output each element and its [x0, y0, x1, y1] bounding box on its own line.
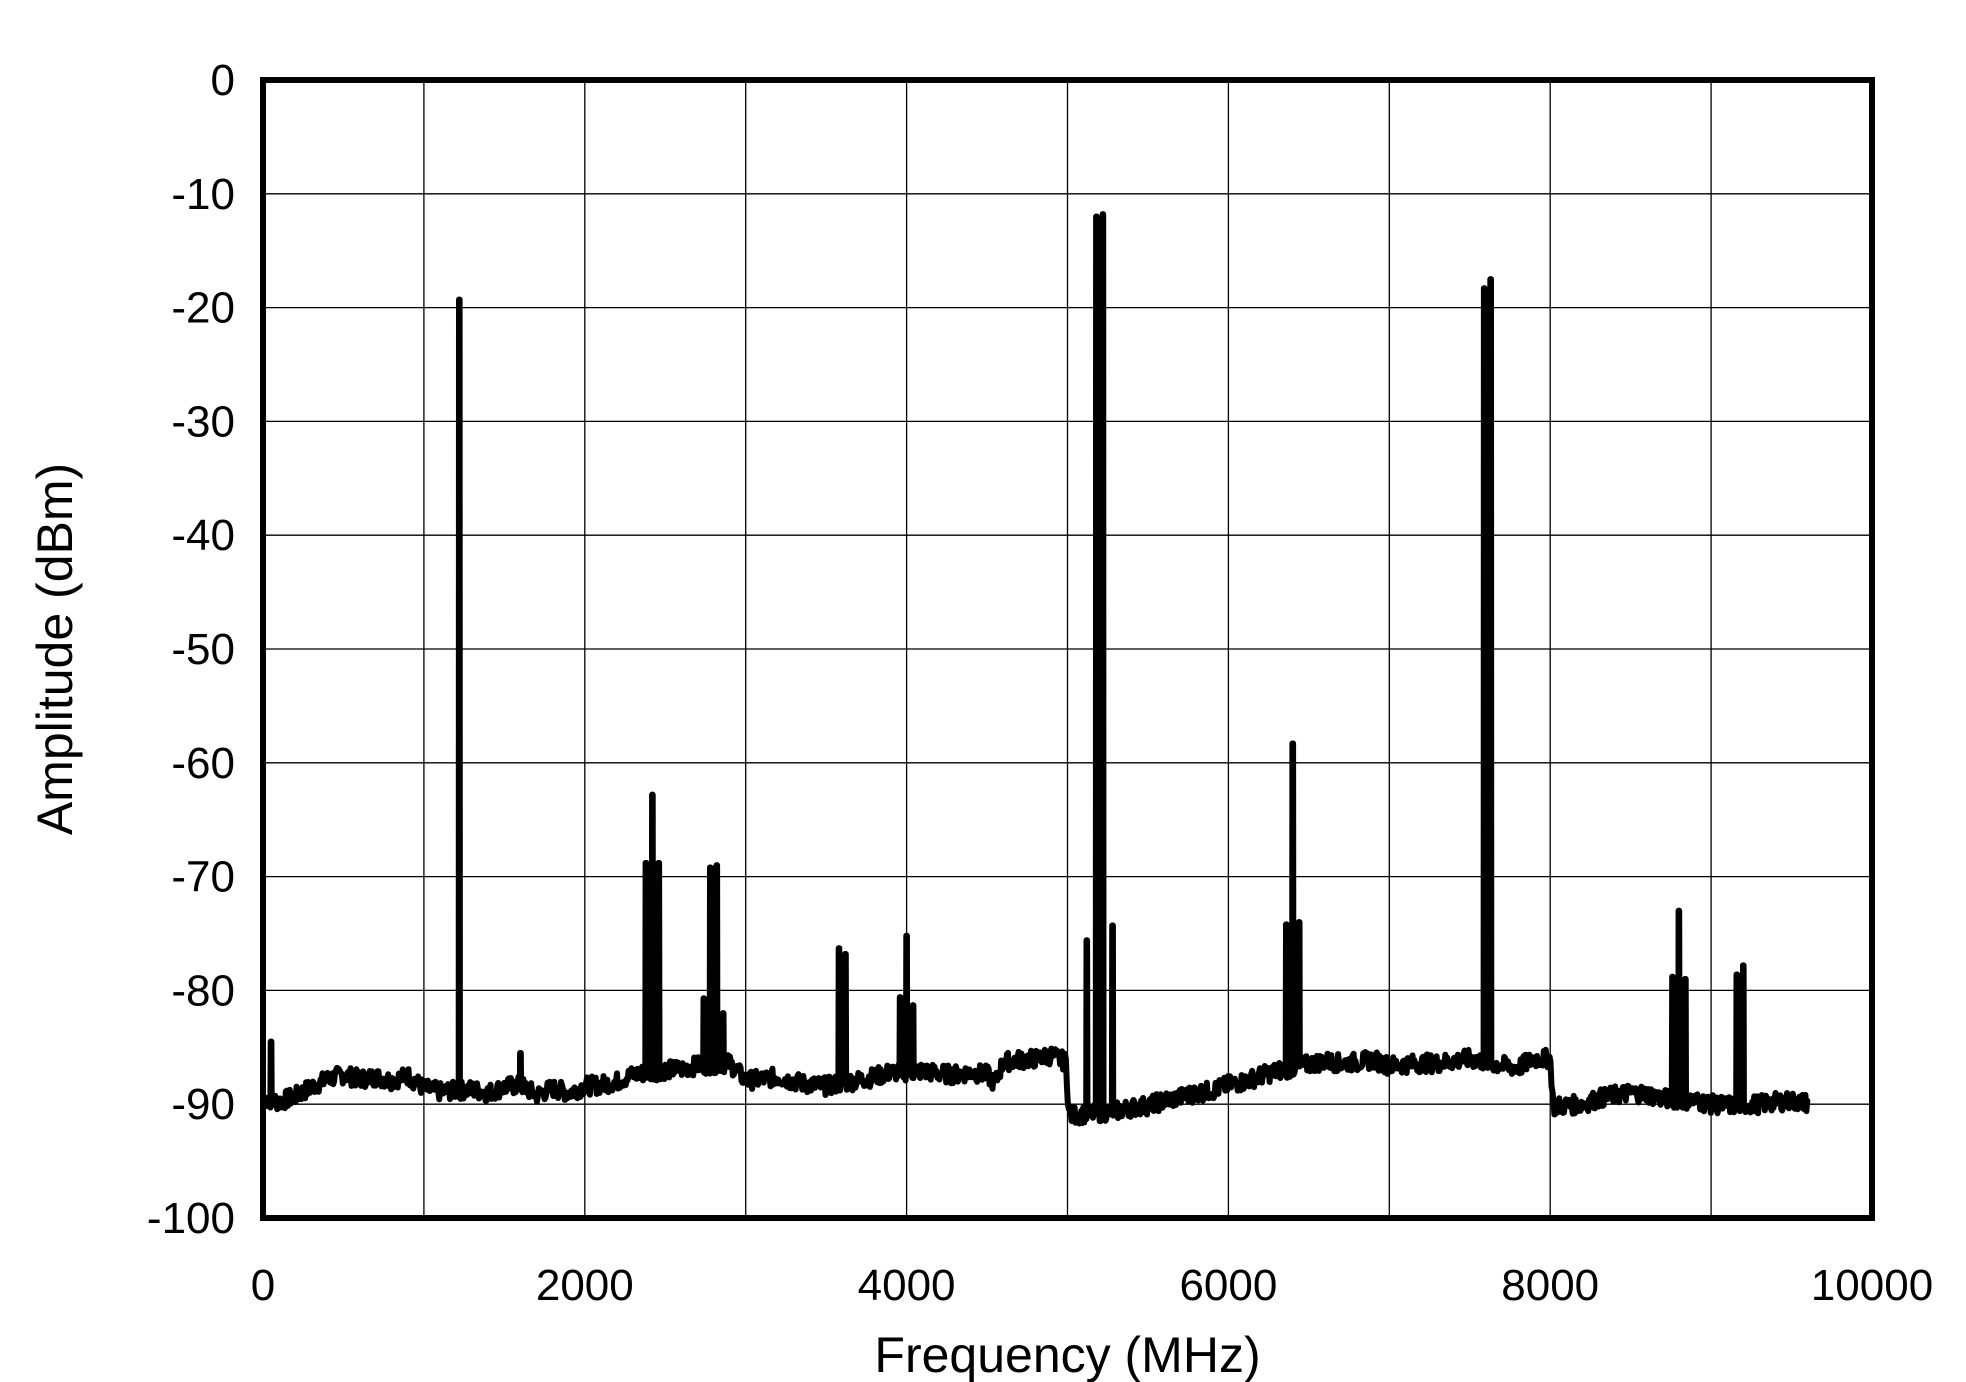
y-tick-label: -10	[171, 170, 235, 219]
y-tick-labels: 0 -10 -20 -30 -40 -50 -60 -70 -80 -90 -100	[147, 56, 235, 1243]
y-tick-label: -40	[171, 511, 235, 560]
y-tick-label: -20	[171, 284, 235, 333]
spectrum-trace	[261, 211, 1811, 1127]
x-tick-label: 10000	[1811, 1261, 1933, 1310]
x-tick-label: 0	[251, 1261, 275, 1310]
x-tick-label: 4000	[858, 1261, 956, 1310]
data-layer	[261, 211, 1811, 1127]
y-tick-label: -100	[147, 1194, 235, 1243]
y-tick-label: -30	[171, 397, 235, 446]
x-axis-title: Frequency (MHz)	[874, 1327, 1260, 1382]
x-tick-label: 8000	[1501, 1261, 1599, 1310]
x-tick-labels: 0 2000 4000 6000 8000 10000	[251, 1261, 1933, 1310]
y-tick-label: -60	[171, 739, 235, 788]
y-tick-label: -70	[171, 853, 235, 902]
y-axis-title: Amplitude (dBm)	[27, 463, 83, 835]
y-tick-label: -90	[171, 1080, 235, 1129]
plot-frame	[260, 77, 1875, 1221]
y-tick-label: 0	[211, 56, 235, 105]
y-tick-label: -50	[171, 625, 235, 674]
y-tick-label: -80	[171, 966, 235, 1015]
x-tick-label: 6000	[1179, 1261, 1277, 1310]
x-tick-label: 2000	[536, 1261, 634, 1310]
grid	[263, 80, 1872, 1218]
